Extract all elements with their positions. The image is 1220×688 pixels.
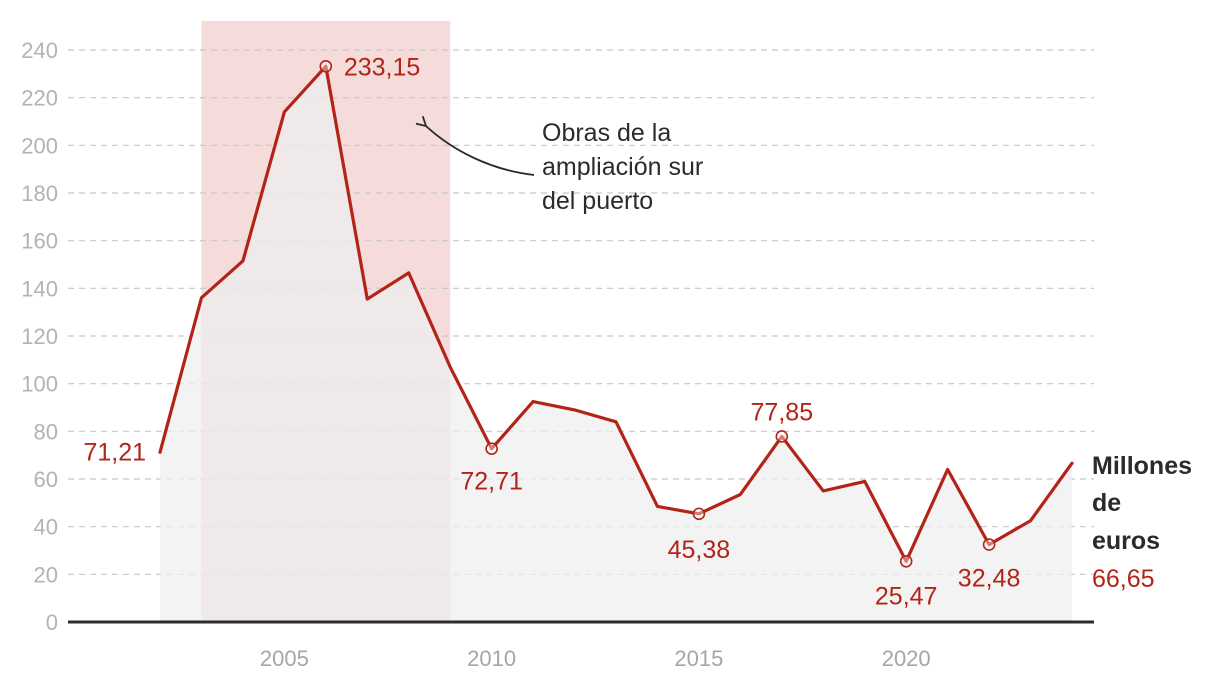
unit-label-line-2: de: [1092, 489, 1121, 517]
data-marker-2022: [982, 538, 996, 551]
unit-label-line-3: euros: [1092, 527, 1160, 555]
axis-layer: 2005 2010 2015 2020: [68, 620, 1094, 671]
data-marker-2006: [319, 60, 333, 73]
y-tick-label-40: 40: [34, 515, 58, 540]
data-label-2006: 233,15: [344, 53, 420, 81]
y-tick-label-240: 240: [21, 38, 58, 63]
y-tick-label-100: 100: [21, 372, 58, 397]
y-tick-label-80: 80: [34, 419, 58, 444]
y-tick-label-120: 120: [21, 324, 58, 349]
data-label-2022: 32,48: [958, 565, 1021, 593]
data-marker-2020: [899, 554, 913, 568]
annotation-line-3: del puerto: [542, 187, 653, 215]
annotation: Obras de la ampliación sur del puerto: [415, 115, 703, 215]
y-tick-label-180: 180: [21, 181, 58, 206]
y-tick-label-20: 20: [34, 562, 58, 587]
labels-layer: 71,21 233,15 72,71 45,38 77,85 25,47 32,48 66,6…: [83, 53, 1154, 610]
annotation-line-1: Obras de la: [542, 119, 671, 147]
area-layer: [160, 66, 1072, 623]
area-fill: [160, 66, 1072, 623]
annotation-arrow: [415, 115, 535, 176]
annotation-line-2: ampliación sur: [542, 153, 703, 181]
line-layer: [158, 64, 1074, 563]
x-tick-label-2020: 2020: [882, 646, 931, 671]
data-label-2002: 71,21: [83, 438, 146, 466]
y-tick-label-160: 160: [21, 229, 58, 254]
x-tick-label-2005: 2005: [260, 646, 309, 671]
x-tick-label-2015: 2015: [674, 646, 723, 671]
y-tick-label-140: 140: [21, 276, 58, 301]
data-label-2020: 25,47: [875, 582, 938, 610]
data-marker-2017: [775, 430, 789, 443]
unit-label-line-1: Millones: [1092, 452, 1192, 480]
y-tick-label-200: 200: [21, 133, 58, 158]
data-label-2024: 66,65: [1092, 565, 1155, 593]
y-tick-label-60: 60: [34, 467, 58, 492]
unit-label: Millones de euros: [1092, 452, 1192, 555]
data-label-2017: 77,85: [751, 398, 814, 426]
y-tick-label-220: 220: [21, 86, 58, 111]
data-marker-2010: [485, 442, 498, 456]
x-tick-label-2010: 2010: [467, 646, 516, 671]
y-tick-label-0: 0: [46, 610, 58, 635]
data-label-2010: 72,71: [460, 468, 523, 496]
data-label-2015: 45,38: [668, 536, 731, 564]
series-line: [158, 64, 1074, 563]
data-marker-2015: [692, 507, 706, 521]
